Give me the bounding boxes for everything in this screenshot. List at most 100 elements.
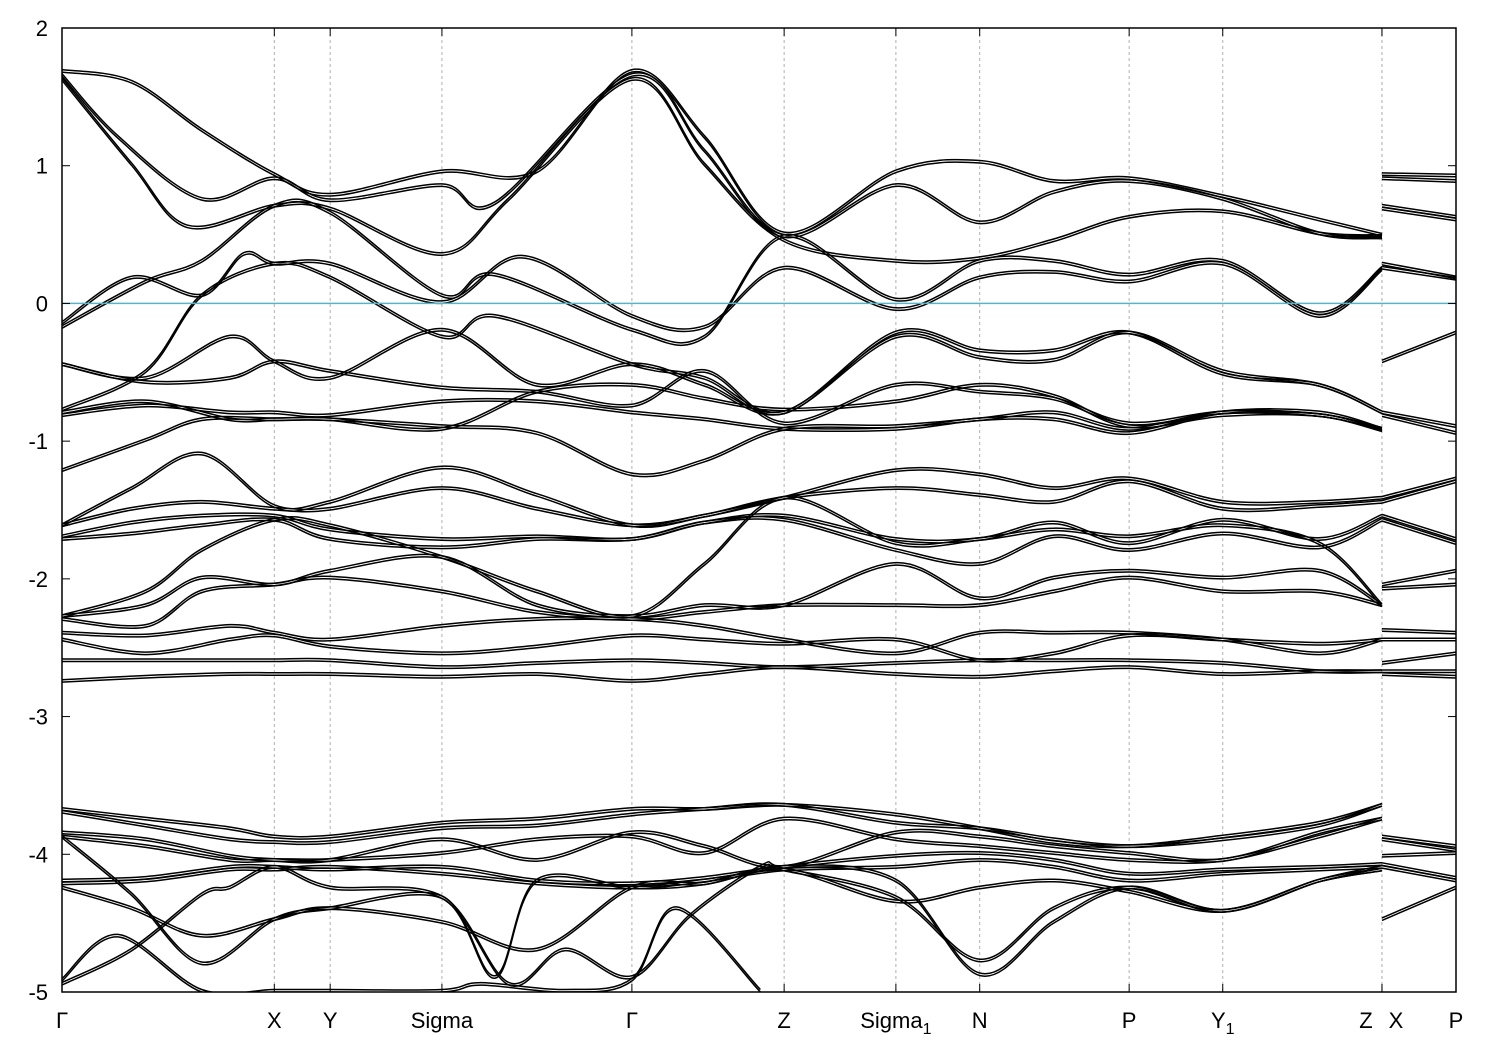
- band-line: [62, 861, 1383, 985]
- band-line: [62, 515, 1383, 564]
- x-tick-label: X: [267, 1008, 282, 1033]
- band-line-segment2: [1381, 174, 1456, 178]
- band-line-segment2: [1381, 672, 1456, 677]
- x-tick-label: Sigma1: [860, 1008, 931, 1038]
- band-line-segment2: [1381, 517, 1456, 543]
- band-line: [62, 79, 1383, 265]
- band-line-segment2: [1381, 178, 1456, 183]
- band-line: [62, 200, 1383, 346]
- band-line-segment2: [1381, 885, 1456, 919]
- band-lines: [62, 68, 1456, 992]
- band-line: [62, 361, 1383, 431]
- band-line: [62, 657, 1383, 672]
- band-line-segment2: [1381, 481, 1456, 504]
- band-line-segment2: [1381, 853, 1456, 858]
- band-line: [62, 263, 1383, 416]
- x-tick-label: N: [972, 1008, 988, 1033]
- band-line-segment2: [1381, 653, 1456, 665]
- band-line: [62, 68, 1383, 235]
- band-line: [62, 498, 1383, 619]
- x-tick-label: Sigma: [411, 1008, 474, 1033]
- band-line-segment2: [1381, 651, 1456, 663]
- x-tick-label: P: [1122, 1008, 1137, 1033]
- band-line-segment2: [1381, 834, 1456, 846]
- y-tick-label: -4: [28, 842, 48, 867]
- band-line: [62, 553, 1383, 616]
- band-line: [62, 850, 1383, 884]
- band-line-segment2: [1381, 513, 1456, 539]
- band-line: [62, 575, 1383, 627]
- band-line: [62, 578, 1383, 629]
- band-line: [62, 635, 1383, 663]
- band-line-segment2: [1381, 415, 1456, 436]
- x-tick-label: P: [1449, 1008, 1464, 1033]
- band-line: [62, 327, 1383, 414]
- band-line-segment2: [1381, 410, 1456, 426]
- x-tick-label: Y: [323, 1008, 338, 1033]
- band-line: [62, 616, 1383, 653]
- band-line-segment2: [1381, 203, 1456, 217]
- plot-frame: [61, 27, 1457, 993]
- band-line-segment2: [1381, 476, 1456, 498]
- band-line: [62, 556, 1383, 619]
- band-line-segment2: [1381, 837, 1456, 850]
- y-axis-ticks: 2 1 0 -1 -2 -3 -4 -5: [28, 16, 1456, 1005]
- y-tick-label: -2: [28, 567, 48, 592]
- band-line-segment2: [1381, 862, 1456, 878]
- band-line-segment2: [1381, 627, 1456, 633]
- x-tick-label: Γ: [56, 1008, 68, 1033]
- band-line: [62, 660, 1383, 674]
- band-line: [62, 816, 1383, 862]
- y-tick-label: -1: [28, 429, 48, 454]
- y-tick-label: 2: [36, 16, 48, 41]
- band-line: [62, 253, 1383, 333]
- band-line-segment2: [1381, 867, 1456, 883]
- band-line: [62, 481, 1383, 528]
- band-line-segment2: [1381, 206, 1456, 220]
- band-line: [62, 411, 1383, 478]
- x-tick-label: X: [1389, 1008, 1404, 1033]
- band-line: [62, 409, 1383, 475]
- band-line: [62, 667, 1383, 683]
- y-tick-label: 1: [36, 154, 48, 179]
- y-tick-label: 0: [36, 291, 48, 316]
- band-line-segment2: [1381, 674, 1456, 679]
- band-line: [62, 479, 1383, 525]
- band-line: [62, 819, 1383, 864]
- band-line: [62, 260, 1383, 413]
- band-line: [62, 72, 1383, 238]
- band-line: [62, 250, 1383, 330]
- band-line-segment2: [1381, 571, 1456, 587]
- band-line-segment2: [1381, 630, 1456, 635]
- band-line: [62, 632, 1383, 661]
- band-line-segment2: [1381, 209, 1456, 222]
- band-line-segment2: [1381, 261, 1456, 277]
- y-tick-label: -5: [28, 980, 48, 1005]
- band-line: [62, 77, 1383, 262]
- x-axis-ticks: Γ X Y Sigma Γ Z Sigma1 N P Y1 Z X P: [56, 28, 1463, 1038]
- band-line: [62, 74, 1383, 240]
- band-line-segment2: [1381, 582, 1456, 589]
- band-line: [62, 906, 761, 992]
- band-line: [62, 198, 1383, 344]
- band-line-segment2: [1381, 176, 1456, 181]
- x-tick-label: Z: [777, 1008, 790, 1033]
- band-line: [62, 495, 1383, 617]
- x-tick-label: Z: [1359, 1008, 1372, 1033]
- band-line-segment2: [1381, 888, 1456, 922]
- band-line: [62, 804, 1383, 849]
- band-line-segment2: [1381, 864, 1456, 881]
- band-line: [62, 665, 1383, 681]
- band-line-segment2: [1381, 568, 1456, 585]
- x-tick-label: Γ: [626, 1008, 638, 1033]
- y-tick-label: -3: [28, 705, 48, 730]
- band-line: [62, 869, 1383, 953]
- band-line-segment2: [1381, 268, 1456, 281]
- band-line-segment2: [1381, 333, 1456, 364]
- band-line-segment2: [1381, 584, 1456, 591]
- band-line: [62, 618, 1383, 656]
- band-line: [62, 863, 1383, 988]
- band-line: [62, 802, 1383, 846]
- band-line-segment2: [1381, 413, 1456, 433]
